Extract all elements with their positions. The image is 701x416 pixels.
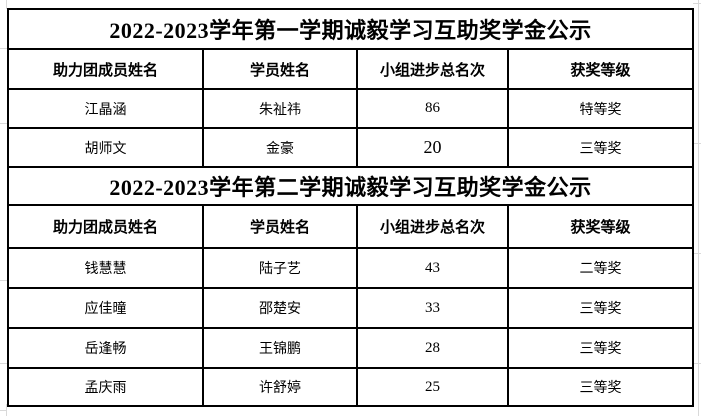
scholarship-award-table: 2022-2023学年第一学期诚毅学习互助奖学金公示 助力团成员姓名 学员姓名 … <box>6 8 695 407</box>
gridline <box>0 363 7 364</box>
header-member-name[interactable]: 助力团成员姓名 <box>7 48 204 90</box>
table-row: 钱慧慧 陆子艺 43 二等奖 <box>7 247 695 289</box>
table-row: 应佳曈 邵楚安 33 三等奖 <box>7 287 695 329</box>
table-title-semester1[interactable]: 2022-2023学年第一学期诚毅学习互助奖学金公示 <box>6 8 695 50</box>
student-name-cell[interactable]: 王锦鹏 <box>202 327 358 369</box>
table-row: 岳逢畅 王锦鹏 28 三等奖 <box>7 327 695 369</box>
student-name-cell[interactable]: 许舒婷 <box>202 367 358 407</box>
rank-cell[interactable]: 86 <box>356 88 509 129</box>
student-name-cell[interactable]: 金豪 <box>202 127 358 168</box>
award-cell[interactable]: 特等奖 <box>506 88 695 129</box>
award-cell[interactable]: 三等奖 <box>506 127 695 168</box>
header-award[interactable]: 获奖等级 <box>506 48 695 90</box>
member-name-cell[interactable]: 江晶涵 <box>7 88 204 129</box>
gridline <box>693 3 701 4</box>
student-name-cell[interactable]: 邵楚安 <box>202 287 358 329</box>
rank-cell[interactable]: 25 <box>356 367 509 407</box>
header-member-name[interactable]: 助力团成员姓名 <box>7 204 204 249</box>
member-name-cell[interactable]: 应佳曈 <box>7 287 204 329</box>
table-row: 胡师文 金豪 20 三等奖 <box>7 127 695 168</box>
award-cell[interactable]: 三等奖 <box>506 287 695 329</box>
header-rank[interactable]: 小组进步总名次 <box>356 204 509 249</box>
header-award[interactable]: 获奖等级 <box>506 204 695 249</box>
award-cell[interactable]: 三等奖 <box>506 327 695 369</box>
gridline <box>693 363 701 364</box>
rank-cell[interactable]: 33 <box>356 287 509 329</box>
student-name-cell[interactable]: 陆子艺 <box>202 247 358 289</box>
gridline <box>0 48 7 49</box>
header-student-name[interactable]: 学员姓名 <box>202 204 358 249</box>
rank-cell[interactable]: 43 <box>356 247 509 289</box>
member-name-cell[interactable]: 岳逢畅 <box>7 327 204 369</box>
gridline <box>698 0 699 416</box>
table-title-semester2[interactable]: 2022-2023学年第二学期诚毅学习互助奖学金公示 <box>6 166 695 206</box>
gridline <box>0 123 7 124</box>
header-rank[interactable]: 小组进步总名次 <box>356 48 509 90</box>
header-student-name[interactable]: 学员姓名 <box>202 48 358 90</box>
gridline <box>0 410 7 411</box>
gridline <box>6 0 7 9</box>
table-row: 江晶涵 朱祉祎 86 特等奖 <box>7 88 695 129</box>
rank-cell[interactable]: 28 <box>356 327 509 369</box>
gridline <box>0 280 7 281</box>
table-row: 孟庆雨 许舒婷 25 三等奖 <box>7 367 695 407</box>
student-name-cell[interactable]: 朱祉祎 <box>202 88 358 129</box>
rank-cell[interactable]: 20 <box>356 127 509 168</box>
member-name-cell[interactable]: 胡师文 <box>7 127 204 168</box>
member-name-cell[interactable]: 钱慧慧 <box>7 247 204 289</box>
award-cell[interactable]: 二等奖 <box>506 247 695 289</box>
gridline <box>693 253 701 254</box>
member-name-cell[interactable]: 孟庆雨 <box>7 367 204 407</box>
gridline <box>693 143 701 144</box>
award-cell[interactable]: 三等奖 <box>506 367 695 407</box>
